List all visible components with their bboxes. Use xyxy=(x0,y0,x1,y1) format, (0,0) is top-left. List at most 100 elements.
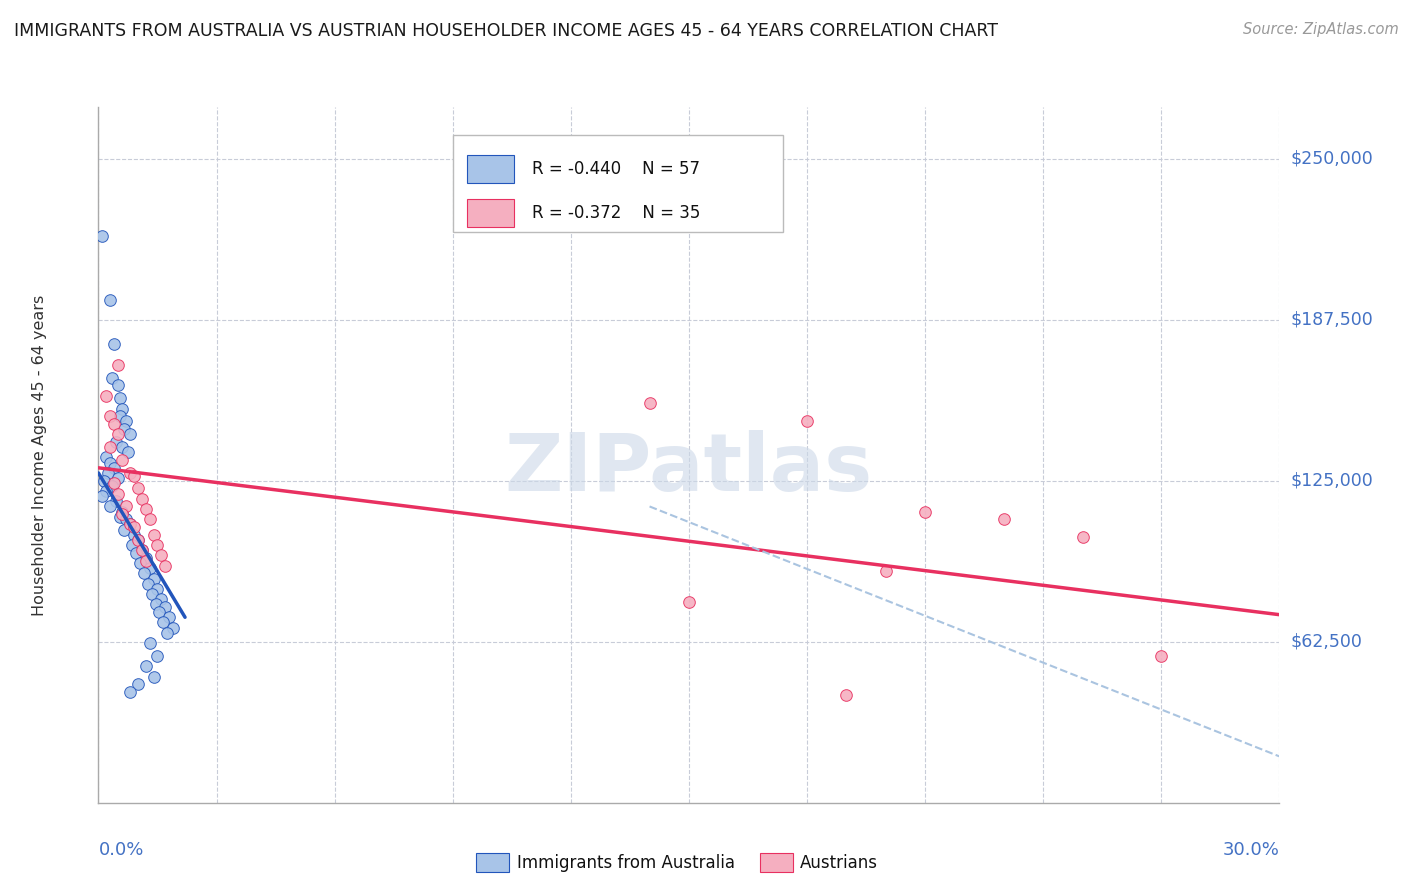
Point xyxy=(98,409,121,424)
Point xyxy=(107,427,129,442)
Point xyxy=(155,599,177,614)
Point xyxy=(112,422,135,436)
Point xyxy=(118,685,141,699)
Point xyxy=(98,293,121,308)
Point xyxy=(96,450,118,465)
Point xyxy=(108,391,131,405)
Point xyxy=(142,572,165,586)
Point xyxy=(98,456,121,470)
Point xyxy=(107,471,129,485)
Point xyxy=(122,520,145,534)
Point xyxy=(678,595,700,609)
Point xyxy=(146,648,169,663)
Point xyxy=(131,543,153,558)
Point xyxy=(138,636,160,650)
Point xyxy=(111,401,134,416)
Text: Source: ZipAtlas.com: Source: ZipAtlas.com xyxy=(1243,22,1399,37)
FancyBboxPatch shape xyxy=(467,155,515,183)
Text: R = -0.440    N = 57: R = -0.440 N = 57 xyxy=(531,160,700,178)
Text: IMMIGRANTS FROM AUSTRALIA VS AUSTRIAN HOUSEHOLDER INCOME AGES 45 - 64 YEARS CORR: IMMIGRANTS FROM AUSTRALIA VS AUSTRIAN HO… xyxy=(14,22,998,40)
Point xyxy=(97,466,120,480)
Point xyxy=(127,482,149,496)
Point xyxy=(93,474,115,488)
Point xyxy=(105,494,128,508)
Point xyxy=(135,553,157,567)
Point xyxy=(90,228,112,243)
Text: $187,500: $187,500 xyxy=(1291,310,1374,328)
Text: Austrians: Austrians xyxy=(800,854,877,871)
Text: 0.0%: 0.0% xyxy=(98,841,143,859)
Point xyxy=(103,460,125,475)
Point xyxy=(118,466,141,480)
FancyBboxPatch shape xyxy=(467,199,515,227)
Point xyxy=(875,564,897,578)
Point xyxy=(103,417,125,431)
Point xyxy=(141,587,163,601)
Point xyxy=(125,546,148,560)
Point xyxy=(105,435,128,450)
Point xyxy=(156,625,179,640)
Point xyxy=(914,505,936,519)
Text: 30.0%: 30.0% xyxy=(1223,841,1279,859)
Point xyxy=(107,358,129,372)
Text: $62,500: $62,500 xyxy=(1291,632,1362,651)
Point xyxy=(91,489,114,503)
Point xyxy=(993,512,1015,526)
Point xyxy=(127,533,149,547)
Point xyxy=(96,483,118,498)
Point xyxy=(108,409,131,424)
Point xyxy=(131,491,153,506)
Point xyxy=(101,370,124,384)
Point xyxy=(1071,530,1094,544)
Point xyxy=(121,538,143,552)
Point xyxy=(118,517,141,532)
Text: Householder Income Ages 45 - 64 years: Householder Income Ages 45 - 64 years xyxy=(32,294,46,615)
Point xyxy=(112,523,135,537)
FancyBboxPatch shape xyxy=(759,853,793,872)
Point xyxy=(111,507,134,521)
Point xyxy=(111,453,134,467)
Text: Immigrants from Australia: Immigrants from Australia xyxy=(516,854,734,871)
Point xyxy=(796,414,818,428)
Point xyxy=(142,669,165,683)
Point xyxy=(135,551,157,566)
Point xyxy=(117,445,139,459)
Point xyxy=(157,610,180,624)
Point xyxy=(150,592,173,607)
Point xyxy=(111,505,134,519)
Point xyxy=(162,621,184,635)
Point xyxy=(118,517,141,532)
FancyBboxPatch shape xyxy=(453,135,783,232)
Text: $125,000: $125,000 xyxy=(1291,472,1374,490)
Point xyxy=(131,543,153,558)
Point xyxy=(155,558,177,573)
Point xyxy=(103,337,125,351)
Point xyxy=(135,502,157,516)
Point xyxy=(150,549,173,563)
Point xyxy=(152,615,174,630)
Point xyxy=(127,533,149,547)
Point xyxy=(118,427,141,442)
Text: $250,000: $250,000 xyxy=(1291,150,1374,168)
Point xyxy=(127,677,149,691)
Point xyxy=(145,598,167,612)
Point xyxy=(146,582,169,596)
Point xyxy=(115,512,138,526)
Point xyxy=(835,688,858,702)
FancyBboxPatch shape xyxy=(477,853,509,872)
Point xyxy=(98,500,121,514)
Point xyxy=(148,605,170,619)
Point xyxy=(107,486,129,500)
Point xyxy=(138,561,160,575)
Point xyxy=(135,659,157,673)
Point xyxy=(146,538,169,552)
Point xyxy=(115,414,138,428)
Point xyxy=(132,566,155,581)
Point xyxy=(142,528,165,542)
Point xyxy=(108,509,131,524)
Point xyxy=(138,512,160,526)
Point xyxy=(638,396,661,410)
Point xyxy=(103,476,125,491)
Point xyxy=(101,479,124,493)
Point xyxy=(111,440,134,454)
